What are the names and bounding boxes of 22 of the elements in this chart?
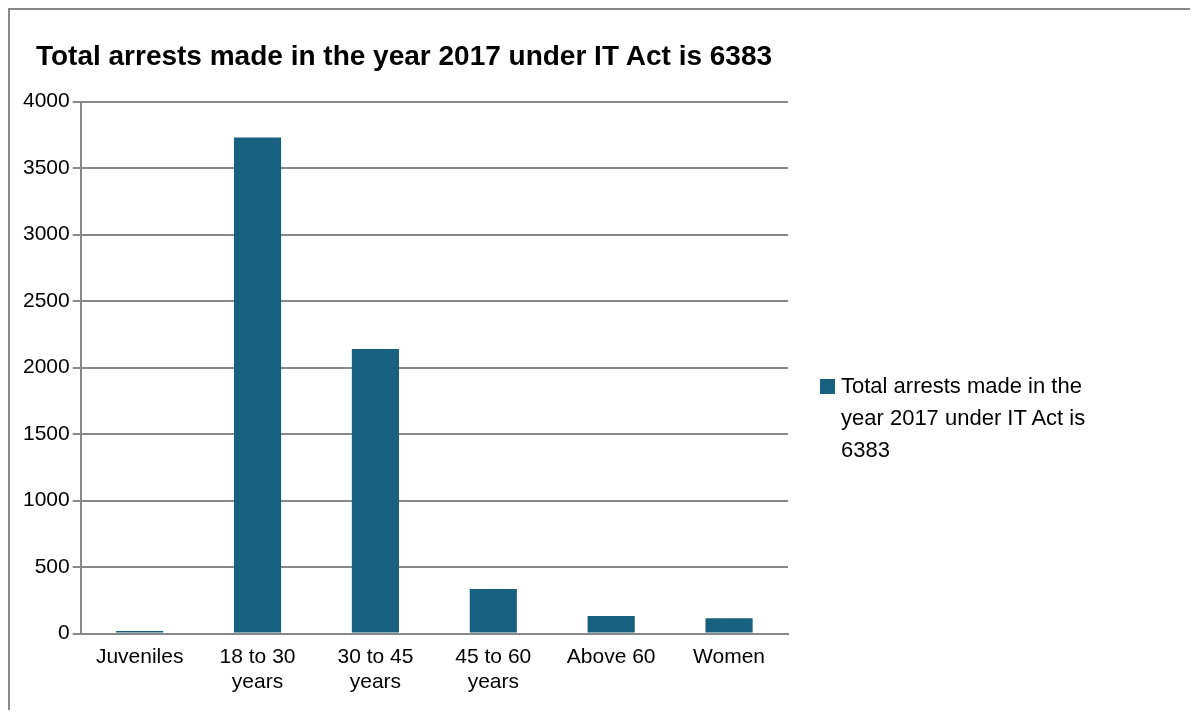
y-tick-label: 1500 bbox=[23, 420, 70, 444]
bar bbox=[587, 616, 635, 633]
x-tick-label: 18 to 30 years bbox=[219, 644, 296, 693]
y-tick-label: 0 bbox=[58, 620, 70, 644]
y-tick-label: 1000 bbox=[23, 487, 70, 511]
bar bbox=[705, 618, 753, 633]
x-tick-label: 30 to 45 years bbox=[337, 644, 414, 693]
chart-title: Total arrests made in the year 2017 under IT Act is 6383 bbox=[35, 39, 773, 71]
x-tick-label: 45 to 60 years bbox=[455, 644, 532, 693]
y-tick-label: 500 bbox=[34, 553, 70, 577]
x-tick-label: Juveniles bbox=[95, 644, 184, 667]
y-tick-label: 2000 bbox=[23, 354, 70, 378]
bar bbox=[351, 348, 399, 633]
legend-label: Total arrests made in the year 2017 under IT Act is 6383 bbox=[841, 372, 1087, 464]
x-tick-label: Above 60 bbox=[566, 644, 656, 667]
bar bbox=[469, 589, 517, 633]
x-tick-label: Women bbox=[693, 644, 766, 667]
y-tick-label: 3000 bbox=[23, 221, 70, 245]
y-tick-label: 4000 bbox=[23, 88, 70, 112]
y-tick-label: 2500 bbox=[23, 287, 70, 311]
bar bbox=[233, 137, 282, 633]
y-tick-label: 3500 bbox=[23, 154, 70, 178]
